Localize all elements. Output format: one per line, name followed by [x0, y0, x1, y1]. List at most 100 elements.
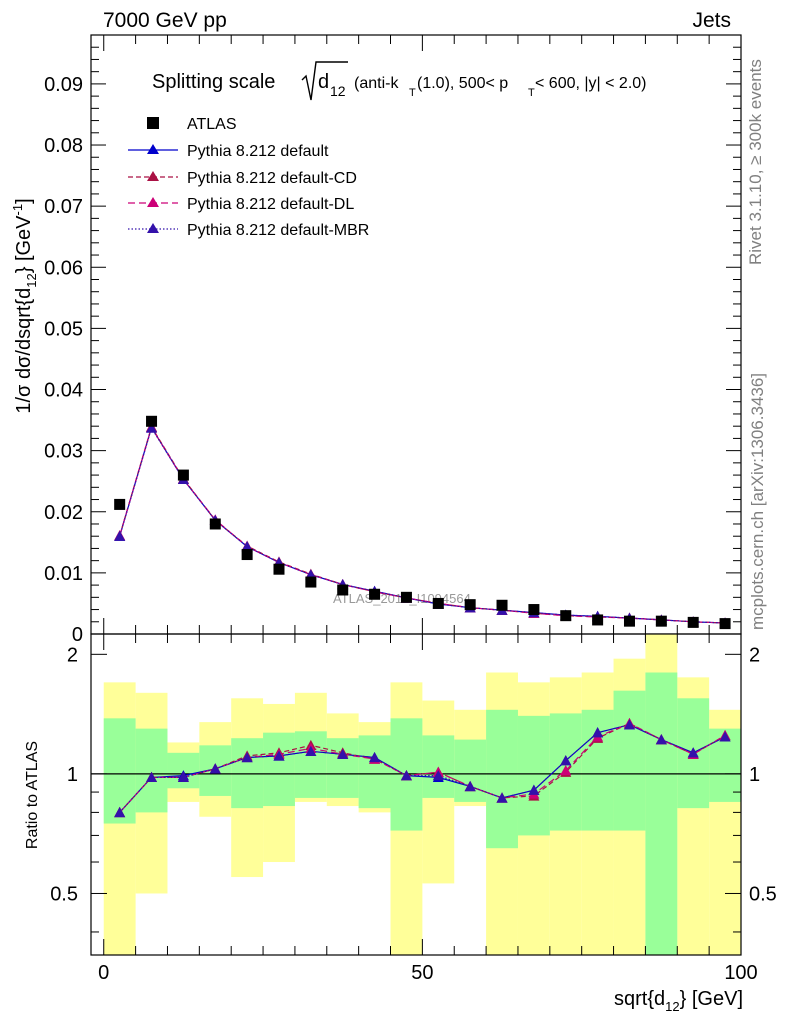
title-pre: (anti-k — [354, 75, 399, 92]
ratio-point — [528, 784, 540, 795]
legend-cd-label: Pythia 8.212 default-CD — [187, 170, 357, 187]
band-inner — [645, 672, 678, 955]
title-k-sub: T — [409, 87, 416, 99]
x-tick-label: 50 — [411, 962, 433, 984]
mcplots-label: mcplots.cern.ch [arXiv:1306.3436] — [748, 373, 767, 630]
main-point-atlas — [719, 618, 731, 630]
ratio-marks — [91, 717, 741, 818]
ratio-line-4 — [119, 724, 726, 813]
main-point-atlas — [528, 604, 540, 616]
band-inner — [486, 709, 518, 849]
band-inner — [422, 735, 455, 798]
ratio-axes: 0.5 0.5 1 1 2 2 0 50 100 — [50, 633, 777, 984]
ratio-frame — [90, 633, 742, 956]
main-point-mc — [146, 422, 158, 433]
ratio-point — [687, 747, 699, 758]
main-y-tick-label: 0 — [72, 624, 83, 646]
legend-default-marker — [147, 144, 159, 154]
main-y-tick-label: 0.08 — [44, 135, 83, 157]
y-label-text: 1/σ dσ/dsqrt{d12} [GeV-1] — [10, 198, 39, 413]
y-label-sub: 12 — [24, 273, 39, 287]
header-right: Jets — [692, 9, 731, 32]
main-point-atlas — [432, 597, 444, 609]
y-label-end: ] — [13, 198, 35, 204]
main-y-tick-label: 0.07 — [44, 196, 83, 218]
band-inner — [613, 690, 646, 831]
main-y-tick-label: 0.04 — [44, 380, 83, 402]
legend: ATLAS Pythia 8.212 default Pythia 8.212 … — [128, 116, 369, 239]
ratio-panel: 0.5 0.5 1 1 2 2 0 50 100 — [50, 633, 777, 984]
legend-mbr-label: Pythia 8.212 default-MBR — [187, 222, 369, 239]
main-y-tick-label: 0.09 — [44, 74, 83, 96]
band-inner — [231, 738, 264, 809]
ratio-point — [496, 792, 508, 803]
main-point-atlas — [369, 588, 381, 600]
x-label-end: } [GeV] — [680, 988, 743, 1010]
band-inner — [358, 735, 391, 809]
main-point-atlas — [400, 591, 412, 603]
main-y-tick-label: 0.03 — [44, 441, 83, 463]
main-point-atlas — [273, 563, 285, 575]
legend-dl-marker — [147, 197, 159, 207]
ratio-point — [305, 745, 317, 756]
ratio-point — [560, 755, 572, 766]
ratio-point — [655, 734, 667, 745]
ratio-point — [623, 719, 635, 730]
main-y-tick-label: 0.05 — [44, 318, 83, 340]
band-inner — [326, 738, 359, 798]
main-point-atlas — [464, 599, 476, 611]
main-point-atlas — [177, 469, 189, 481]
ratio-y-tick-label: 2 — [67, 644, 78, 666]
main-point-atlas — [687, 616, 699, 628]
ratio-y-tick-label-right: 1 — [749, 764, 760, 786]
sqrt-sign — [301, 61, 348, 101]
main-y-tick-label: 0.02 — [44, 502, 83, 524]
main-marks — [114, 415, 731, 630]
main-point-mc — [241, 541, 253, 552]
legend-dl-label: Pythia 8.212 default-DL — [187, 196, 354, 213]
ratio-y-tick-label: 1 — [67, 764, 78, 786]
ratio-point — [273, 750, 285, 761]
ratio-point — [560, 764, 572, 776]
ratio-point — [369, 751, 381, 763]
band-inner — [103, 718, 136, 824]
ratio-point — [209, 763, 221, 774]
main-point-atlas — [305, 576, 317, 588]
ratio-point — [400, 770, 412, 781]
main-y-label: 1/σ dσ/dsqrt{d12} [GeV-1] — [10, 198, 39, 413]
y-label-sup: -1 — [10, 204, 25, 216]
band-inner — [454, 739, 487, 802]
ratio-point — [464, 780, 476, 792]
header-left: 7000 GeV pp — [103, 9, 227, 32]
title-mid: (1.0), 500< p — [417, 75, 508, 92]
title-p-sub: T — [528, 87, 535, 99]
title-d: d — [318, 71, 329, 93]
y-label-main: 1/σ dσ/dsqrt{d — [13, 288, 35, 414]
ratio-point — [719, 731, 731, 742]
main-y-tick-label: 0.06 — [44, 257, 83, 279]
band-inner — [517, 715, 550, 836]
ratio-y-label: Ratio to ATLAS — [24, 741, 41, 849]
main-point-atlas — [337, 584, 349, 596]
main-point-atlas — [623, 615, 635, 627]
main-axes: 0 0.01 0.02 0.03 0.04 0.05 0.06 0.07 0.08 0.09 — [44, 34, 742, 646]
legend-cd-marker — [147, 171, 159, 181]
main-y-tick-label: 0.01 — [44, 563, 83, 585]
main-point-atlas — [209, 518, 221, 530]
legend-default-label: Pythia 8.212 default — [187, 143, 329, 160]
title-post: < 600, |y| < 2.0) — [535, 75, 647, 92]
x-axis-label: sqrt{d12} [GeV] — [614, 988, 743, 1014]
main-point-atlas — [114, 498, 126, 510]
x-tick-label: 0 — [98, 962, 109, 984]
ratio-y-tick-label: 0.5 — [50, 883, 78, 905]
ratio-point — [177, 771, 189, 783]
ratio-line-2 — [119, 722, 726, 813]
legend-mbr-marker — [147, 223, 159, 233]
band-inner — [135, 728, 168, 813]
main-point-atlas — [241, 549, 253, 561]
ratio-bands — [103, 634, 741, 955]
main-point-atlas — [496, 599, 508, 611]
title-d-sub: 12 — [330, 83, 346, 99]
x-tick-label: 100 — [724, 962, 757, 984]
